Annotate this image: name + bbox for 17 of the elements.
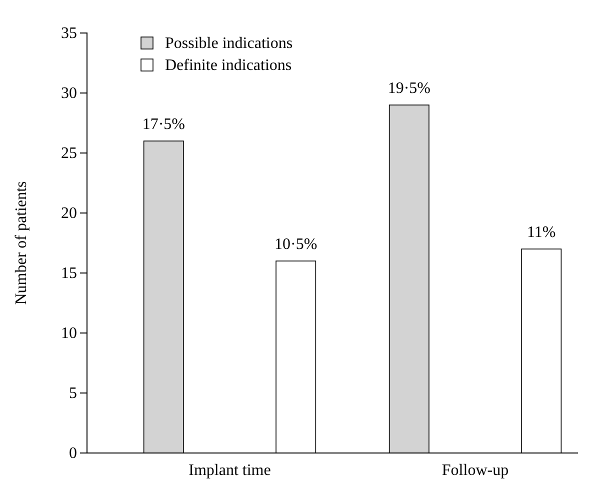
- annotation: 10·5%: [274, 236, 318, 253]
- y-tick-label: 0: [69, 445, 77, 462]
- annotation: 11%: [526, 224, 556, 241]
- annotation: 17·5%: [142, 116, 185, 133]
- y-axis-title: Number of patients: [13, 181, 30, 305]
- y-tick-label: 30: [61, 85, 77, 102]
- legend-label: Definite indications: [165, 57, 292, 74]
- x-tick-label: Implant time: [188, 462, 271, 479]
- y-tick-label: 5: [69, 385, 77, 402]
- y-tick-label: 15: [61, 265, 77, 282]
- legend-label: Possible indications: [165, 35, 293, 52]
- annotation: 19·5%: [388, 80, 430, 97]
- y-tick-label: 10: [61, 325, 77, 342]
- y-tick-label: 25: [61, 145, 77, 162]
- y-tick-label: 20: [61, 205, 77, 222]
- x-tick-label: Follow-up: [442, 462, 509, 479]
- y-tick-label: 35: [61, 25, 77, 42]
